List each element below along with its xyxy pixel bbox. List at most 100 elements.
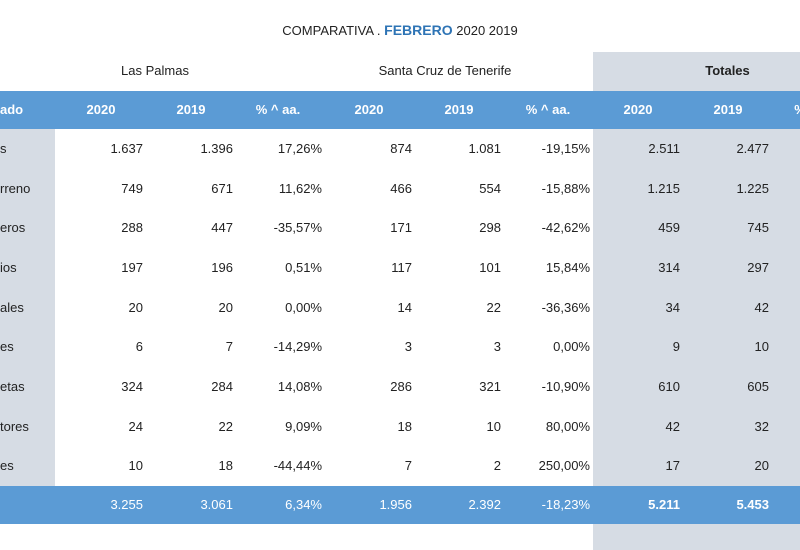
table-cell: 745 (747, 220, 769, 235)
row-label-column-background (0, 129, 55, 486)
table-cell: 2.477 (736, 141, 769, 156)
header-col: % ^ aa. (525, 102, 571, 117)
table-cell: 10 (486, 419, 501, 434)
table-cell: 874 (390, 141, 412, 156)
totals-column-background (593, 52, 800, 550)
table-cell: 34 (665, 300, 680, 315)
table-cell: 1.215 (647, 181, 680, 196)
row-label: ales (0, 300, 24, 315)
table-cell: 7 (225, 339, 233, 354)
table-cell: 14,08% (277, 379, 322, 394)
table-cell: -10,90% (541, 379, 590, 394)
table-cell: 1.637 (110, 141, 143, 156)
table-header (0, 91, 800, 129)
table-cell: -36,36% (541, 300, 590, 315)
table-cell: 447 (211, 220, 233, 235)
title-prefix: COMPARATIVA . (282, 23, 381, 38)
table-cell: 171 (390, 220, 412, 235)
header-col: 2019 (444, 102, 474, 117)
footer-cell: 3.255 (110, 497, 143, 512)
table-cell: -35,57% (273, 220, 322, 235)
row-label: es (0, 339, 14, 354)
table-cell: 20 (754, 458, 769, 473)
table-cell: 22 (218, 419, 233, 434)
table-cell: 3 (404, 339, 412, 354)
row-label: rreno (0, 181, 31, 196)
table-cell: 10 (128, 458, 143, 473)
table-cell: 20 (218, 300, 233, 315)
table-cell: 1.081 (468, 141, 501, 156)
table-cell: 288 (121, 220, 143, 235)
table-cell: 2 (493, 458, 501, 473)
header-label: ado (0, 102, 24, 117)
table-cell: 14 (397, 300, 412, 315)
table-cell: 2.511 (648, 141, 680, 156)
title-month: FEBRERO (384, 22, 453, 38)
table-cell: 101 (479, 260, 501, 275)
footer-cell: 5.211 (648, 497, 680, 512)
table-cell: 466 (390, 181, 412, 196)
table-cell: 10 (754, 339, 769, 354)
table-cell: 324 (121, 379, 143, 394)
table-cell: 297 (747, 260, 769, 275)
header-col: 2019 (713, 102, 743, 117)
table-cell: 0,51% (285, 260, 322, 275)
footer-cell: 6,34% (285, 497, 322, 512)
row-label: es (0, 458, 14, 473)
region-las-palmas: Las Palmas (121, 63, 189, 78)
table-cell: 24 (128, 419, 143, 434)
table-cell: 6 (135, 339, 143, 354)
header-col: 2020 (354, 102, 384, 117)
row-label: s (0, 141, 7, 156)
table-cell: -42,62% (541, 220, 590, 235)
table-cell: 605 (747, 379, 769, 394)
header-col: 2019 (176, 102, 206, 117)
table-cell: 196 (211, 260, 233, 275)
footer-cell: 1.956 (379, 497, 412, 512)
table-cell: -15,88% (541, 181, 590, 196)
table-cell: 749 (121, 181, 143, 196)
table-cell: 20 (128, 300, 143, 315)
table-cell: 671 (211, 181, 233, 196)
table-cell: 554 (479, 181, 501, 196)
row-label: tores (0, 419, 29, 434)
table-cell: -44,44% (273, 458, 322, 473)
table-cell: 80,00% (545, 419, 590, 434)
footer-cell: 5.453 (736, 497, 769, 512)
table-cell: 0,00% (285, 300, 322, 315)
table-cell: 9,09% (285, 419, 322, 434)
footer-cell: -18,23% (541, 497, 590, 512)
table-cell: 197 (121, 260, 143, 275)
row-label: etas (0, 379, 25, 394)
header-col: % ^ aa. (255, 102, 301, 117)
footer-cell: 3.061 (200, 497, 233, 512)
title-years: 2020 2019 (456, 23, 518, 38)
table-cell: 1.225 (736, 181, 769, 196)
table-cell: 117 (391, 260, 412, 275)
table-cell: 42 (754, 300, 769, 315)
header-col: 2020 (623, 102, 653, 117)
table-cell: 17,26% (277, 141, 322, 156)
table-cell: 15,84% (545, 260, 590, 275)
header-col: 2020 (86, 102, 116, 117)
table-cell: 7 (404, 458, 412, 473)
table-cell: 284 (211, 379, 233, 394)
table-footer (0, 486, 800, 524)
table-cell: 314 (658, 260, 680, 275)
page-title: COMPARATIVA . FEBRERO 2020 2019 (0, 22, 800, 38)
table-cell: 1.396 (200, 141, 233, 156)
table-cell: 11,62% (278, 181, 322, 196)
table-cell: 610 (658, 379, 680, 394)
table-cell: -14,29% (273, 339, 322, 354)
table-cell: 17 (665, 458, 680, 473)
region-santa-cruz: Santa Cruz de Tenerife (378, 63, 512, 78)
table-cell: 18 (397, 419, 412, 434)
header-col: % (760, 102, 800, 117)
table-cell: 0,00% (553, 339, 590, 354)
table-cell: 22 (486, 300, 501, 315)
row-label: eros (0, 220, 26, 235)
table-cell: 459 (658, 220, 680, 235)
region-totales: Totales (705, 63, 750, 78)
table-cell: 18 (218, 458, 233, 473)
row-label: ios (0, 260, 17, 275)
